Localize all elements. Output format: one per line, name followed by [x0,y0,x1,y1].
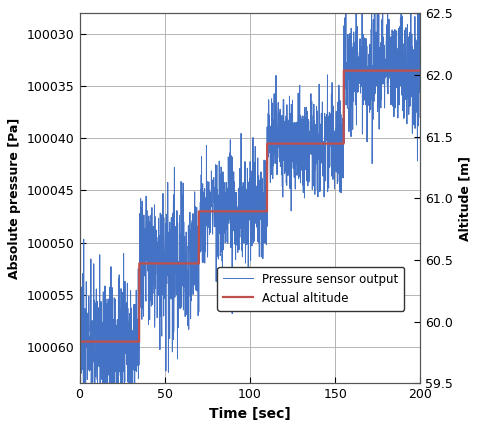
Pressure sensor output [242,260,248,266]
Actual altitude [408,68,414,73]
Actual altitude [233,209,239,214]
Pressure sensor output [418,79,423,84]
Line: Actual altitude: Actual altitude [80,71,420,341]
Pressure sensor output [234,190,240,195]
Pressure sensor output [408,51,414,56]
Y-axis label: Absolute pressure [Pa]: Absolute pressure [Pa] [8,118,21,279]
Actual altitude [408,68,413,73]
Actual altitude [418,68,423,73]
Legend: Pressure sensor output, Actual altitude: Pressure sensor output, Actual altitude [217,267,404,311]
Actual altitude [341,68,347,73]
Actual altitude [94,339,100,344]
Pressure sensor output [408,103,413,109]
Line: Pressure sensor output: Pressure sensor output [80,2,420,429]
X-axis label: Time [sec]: Time [sec] [209,407,291,421]
Pressure sensor output [77,316,83,321]
Pressure sensor output [345,76,351,82]
Pressure sensor output [94,310,100,315]
Actual altitude [242,209,248,214]
Actual altitude [77,339,83,344]
Actual altitude [345,68,351,73]
Y-axis label: Altitude [m]: Altitude [m] [459,156,472,241]
Pressure sensor output [408,0,414,5]
